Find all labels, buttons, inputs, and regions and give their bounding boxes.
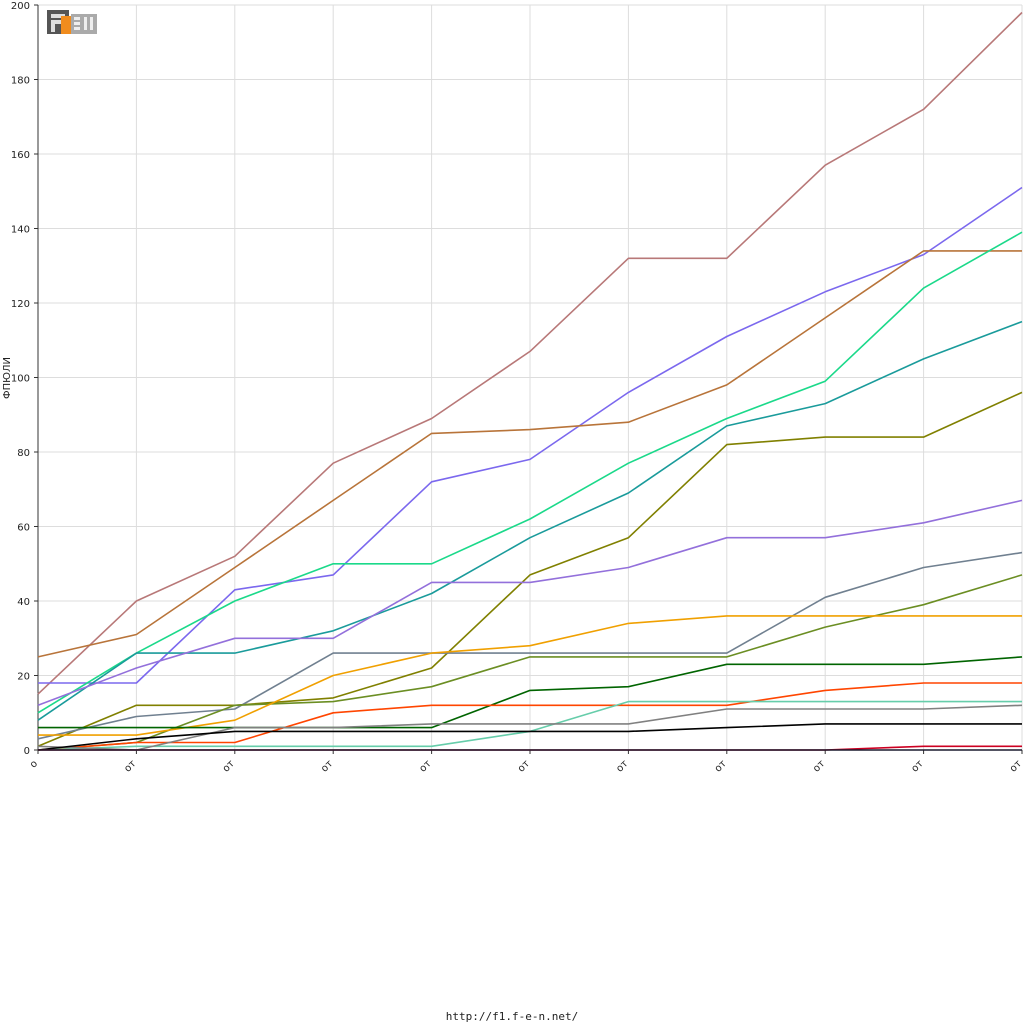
x-tick-label: от	[1008, 758, 1024, 774]
y-axis-label: ФПЮЛИ	[2, 357, 13, 399]
y-tick-label: 200	[11, 1, 30, 12]
chart-axes	[34, 4, 1023, 754]
x-tick-label: от	[909, 758, 925, 774]
chart-grid	[38, 4, 1023, 751]
series-line-14	[37, 704, 1023, 751]
y-tick-label: 20	[17, 672, 30, 683]
series-line-11	[38, 656, 1023, 729]
series-line-2	[38, 186, 1023, 684]
series-line-7	[37, 499, 1023, 707]
chart-series	[37, 11, 1023, 751]
x-tick-labels: о от от от от от от от от от от	[28, 758, 1024, 774]
y-tick-label: 0	[24, 746, 30, 757]
series-line-4	[37, 231, 1023, 714]
x-tick-label: от	[614, 758, 630, 774]
series-line-3	[37, 250, 1022, 658]
y-tick-label: 80	[17, 448, 30, 459]
series-line-9	[37, 574, 1023, 751]
x-tick-label: от	[221, 758, 237, 774]
logo-mark	[47, 10, 97, 34]
series-line-5	[37, 320, 1023, 721]
y-tick-label: 160	[11, 150, 30, 161]
x-tick-label: от	[713, 758, 729, 774]
x-tick-label: от	[122, 758, 138, 774]
series-line-15	[37, 723, 1022, 751]
y-tick-label: 120	[11, 299, 30, 310]
series-line-12	[37, 682, 1022, 751]
series-line-8	[37, 551, 1023, 740]
y-tick-label: 40	[17, 597, 30, 608]
series-line-1	[37, 11, 1023, 695]
series-line-10	[38, 615, 1022, 736]
logo-block-orange	[61, 16, 71, 34]
x-tick-label: о	[28, 758, 40, 770]
f1en-logo	[47, 8, 99, 36]
x-tick-label: от	[319, 758, 335, 774]
y-tick-label: 60	[17, 523, 30, 534]
y-tick-label: 180	[11, 76, 30, 87]
x-tick-label: от	[811, 758, 827, 774]
x-tick-label: от	[417, 758, 433, 774]
y-tick-label: 100	[11, 374, 30, 385]
x-tick-label: от	[516, 758, 532, 774]
y-tick-labels: 0 20 40 60 80 100 120 140 160 180 200	[11, 1, 30, 757]
footer-url[interactable]: http://f1.f-e-n.net/	[445, 1010, 579, 1023]
series-line-6	[37, 391, 1023, 748]
y-tick-label: 140	[11, 225, 30, 236]
